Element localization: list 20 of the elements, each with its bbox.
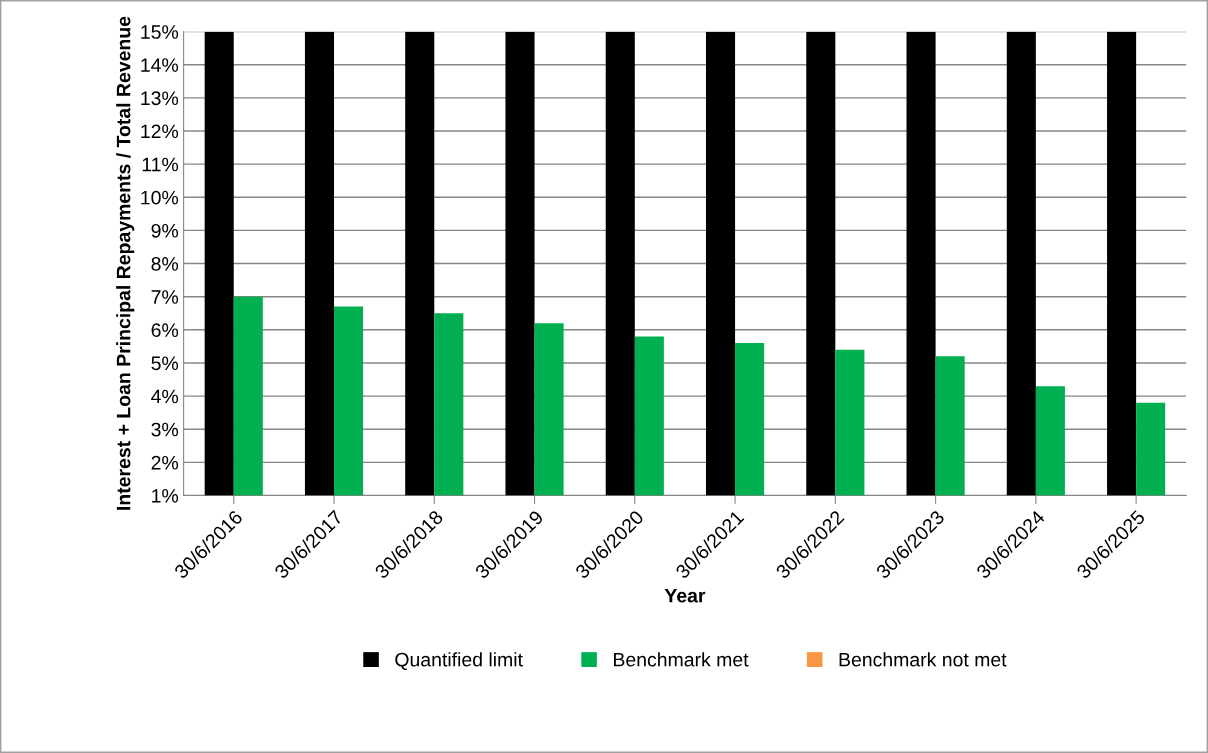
y-tick-label: 12%: [141, 124, 179, 139]
y-tick-label: 11%: [142, 157, 179, 172]
y-tick-label: 7%: [151, 290, 179, 304]
y-tick-label: 9%: [151, 223, 179, 238]
y-tick-label: 14%: [141, 58, 179, 72]
y-tick-label: 13%: [141, 91, 179, 106]
y-tick-label: 3%: [151, 422, 179, 437]
y-tick-label: 4%: [151, 389, 179, 404]
legend-label: Benchmark not met: [839, 652, 1007, 667]
x-axis-title: Year: [664, 588, 706, 603]
y-tick-label: 2%: [151, 455, 179, 470]
y-tick-label: 6%: [151, 323, 179, 338]
y-axis-title: Interest + Loan Principal Repayments / Total Revenue: [116, 16, 135, 510]
legend-label: Quantified limit: [395, 652, 523, 670]
y-tick-label: 8%: [151, 257, 179, 271]
y-tick-label: 15%: [141, 25, 179, 39]
y-tick-label: 5%: [151, 356, 179, 371]
y-tick-label: 10%: [141, 190, 179, 205]
y-tick-label: 1%: [152, 489, 179, 503]
legend-label: Benchmark met: [614, 652, 749, 667]
